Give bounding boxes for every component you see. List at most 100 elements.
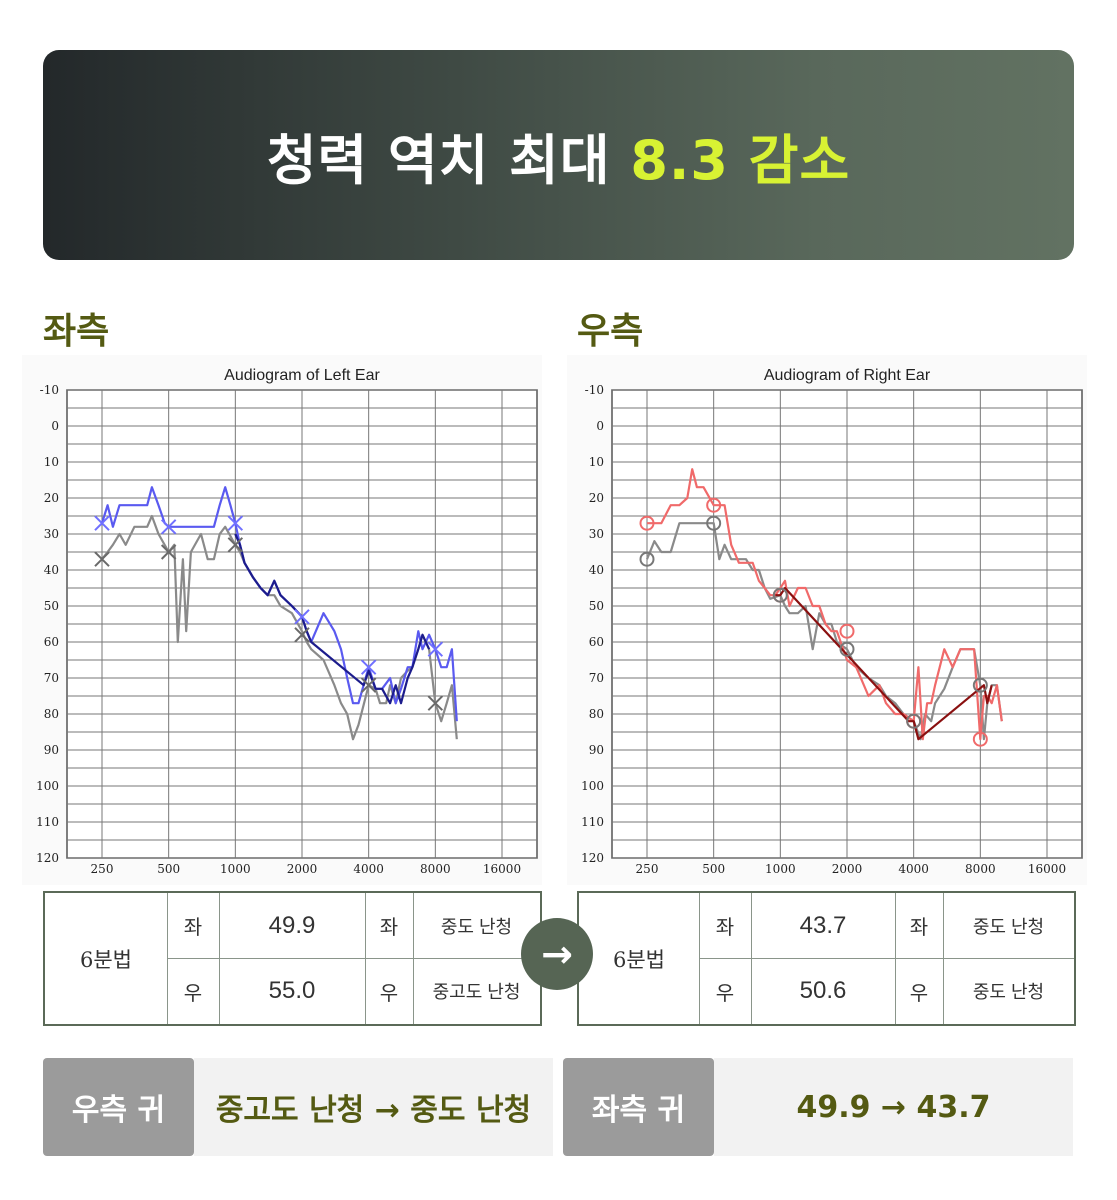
- headline-highlight: 8.3 감소: [630, 128, 851, 192]
- x-tick-label: 16000: [483, 862, 521, 876]
- left-ear-value: 43.7: [799, 911, 847, 939]
- y-tick-label: 10: [589, 455, 604, 469]
- x-tick-label: 250: [91, 862, 114, 876]
- right-ear-header: 우: [183, 980, 203, 1005]
- y-tick-label: 80: [589, 707, 604, 721]
- y-tick-label: 110: [581, 815, 604, 829]
- method-label: 6분법: [79, 947, 132, 972]
- left-ear-grade: 중도 난청: [972, 916, 1045, 937]
- x-marker: [360, 677, 377, 693]
- y-tick-label: 50: [44, 599, 59, 613]
- y-tick-label: 20: [589, 491, 604, 505]
- left-audiogram: Audiogram of Left Ear -10 0 10 20 30 40 50 60 70 8…: [22, 355, 542, 885]
- o-marker: [639, 551, 655, 567]
- x-marker: [294, 609, 310, 625]
- series-line-1: [647, 468, 1003, 741]
- series-line-2: [234, 533, 431, 705]
- left-ear-value: 49.9: [268, 911, 316, 939]
- right-audiogram-svg: Audiogram of Right Ear -10 0 10 20 30 40 50 60 70…: [581, 367, 1083, 876]
- y-tick-label: 30: [44, 527, 59, 541]
- x-tick-label: 1000: [220, 862, 251, 876]
- x-tick-label: 2000: [832, 862, 863, 876]
- o-marker: [639, 515, 655, 531]
- y-tick-label: 90: [589, 743, 604, 757]
- x-marker: [160, 519, 177, 535]
- x-tick-label: 2000: [287, 862, 318, 876]
- chart-title: Audiogram of Left Ear: [224, 367, 380, 384]
- left-ear-label: 좌측: [43, 311, 110, 352]
- left-ear-header-2: 좌: [909, 915, 929, 939]
- y-tick-label: 10: [44, 455, 59, 469]
- left-audiogram-svg: Audiogram of Left Ear -10 0 10 20 30 40 50 60 70 8…: [36, 367, 538, 876]
- x-marker: [294, 627, 310, 643]
- y-tick-label: 120: [36, 851, 59, 865]
- headline-text: 청력 역치 최대: [266, 128, 631, 192]
- arrow-right-icon: →: [521, 918, 593, 990]
- chart-title: Audiogram of Right Ear: [764, 367, 931, 384]
- y-tick-label: 60: [589, 635, 604, 649]
- y-tick-label: 0: [596, 419, 604, 433]
- x-tick-label: 8000: [965, 862, 996, 876]
- o-marker: [839, 641, 855, 657]
- headline-banner: 청력 역치 최대 8.3 감소: [43, 50, 1074, 260]
- y-tick-label: 40: [589, 563, 604, 577]
- summary-value-right-ear: 중고도 난청 → 중도 난청: [194, 1058, 553, 1156]
- y-tick-label: 120: [581, 851, 604, 865]
- y-tick-label: 30: [589, 527, 604, 541]
- y-tick-label: 100: [581, 779, 604, 793]
- x-marker: [427, 695, 444, 711]
- right-ear-header-2: 우: [379, 980, 399, 1005]
- left-result-table: 6분법 좌 우 49.9 55.0 좌 우 중도 난청 중고도 난청: [43, 891, 542, 1026]
- left-ear-header: 좌: [183, 915, 203, 939]
- right-ear-header-2: 우: [909, 980, 929, 1005]
- right-audiogram: Audiogram of Right Ear -10 0 10 20 30 40 50 60 70…: [567, 355, 1087, 885]
- left-ear-grade: 중도 난청: [440, 916, 513, 937]
- y-tick-label: -10: [40, 383, 59, 397]
- y-tick-label: -10: [585, 383, 604, 397]
- x-marker: [227, 537, 244, 553]
- summary-tag-right-ear: 우측 귀: [43, 1058, 194, 1156]
- headline: 청력 역치 최대 8.3 감소: [267, 116, 850, 195]
- y-tick-label: 20: [44, 491, 59, 505]
- y-tick-label: 40: [44, 563, 59, 577]
- series-line-2: [775, 586, 993, 741]
- y-tick-label: 110: [36, 815, 59, 829]
- x-tick-label: 1000: [765, 862, 796, 876]
- x-tick-label: 4000: [353, 862, 384, 876]
- y-tick-label: 70: [44, 671, 59, 685]
- x-marker: [94, 551, 110, 567]
- x-tick-label: 4000: [898, 862, 929, 876]
- left-ear-header: 좌: [715, 915, 735, 939]
- o-marker: [972, 677, 988, 693]
- x-marker: [94, 515, 110, 531]
- y-tick-label: 0: [51, 419, 59, 433]
- o-marker: [772, 587, 788, 603]
- summary-tag-left-ear: 좌측 귀: [563, 1058, 714, 1156]
- o-marker: [906, 713, 922, 729]
- x-marker: [160, 544, 177, 560]
- right-ear-value: 55.0: [268, 977, 316, 1004]
- y-tick-label: 70: [589, 671, 604, 685]
- x-tick-label: 250: [636, 862, 659, 876]
- right-result-table: 6분법 좌 우 43.7 50.6 좌 우 중도 난청 중도 난청: [577, 891, 1076, 1026]
- o-marker: [706, 497, 722, 513]
- y-tick-label: 60: [44, 635, 59, 649]
- left-ear-header-2: 좌: [379, 915, 399, 939]
- o-marker: [706, 515, 722, 531]
- x-marker: [427, 641, 444, 657]
- o-marker: [972, 731, 988, 747]
- y-tick-label: 80: [44, 707, 59, 721]
- summary-value-left-ear: 49.9 → 43.7: [714, 1058, 1073, 1156]
- x-tick-label: 500: [702, 862, 725, 876]
- x-tick-label: 500: [157, 862, 180, 876]
- x-tick-label: 16000: [1028, 862, 1066, 876]
- right-ear-header: 우: [715, 980, 735, 1005]
- y-tick-label: 90: [44, 743, 59, 757]
- right-ear-value: 50.6: [799, 977, 847, 1004]
- y-tick-label: 50: [589, 599, 604, 613]
- x-marker: [227, 515, 244, 531]
- o-marker: [839, 623, 855, 639]
- method-label: 6분법: [612, 947, 665, 972]
- x-tick-label: 8000: [420, 862, 451, 876]
- right-ear-grade: 중도 난청: [972, 982, 1045, 1002]
